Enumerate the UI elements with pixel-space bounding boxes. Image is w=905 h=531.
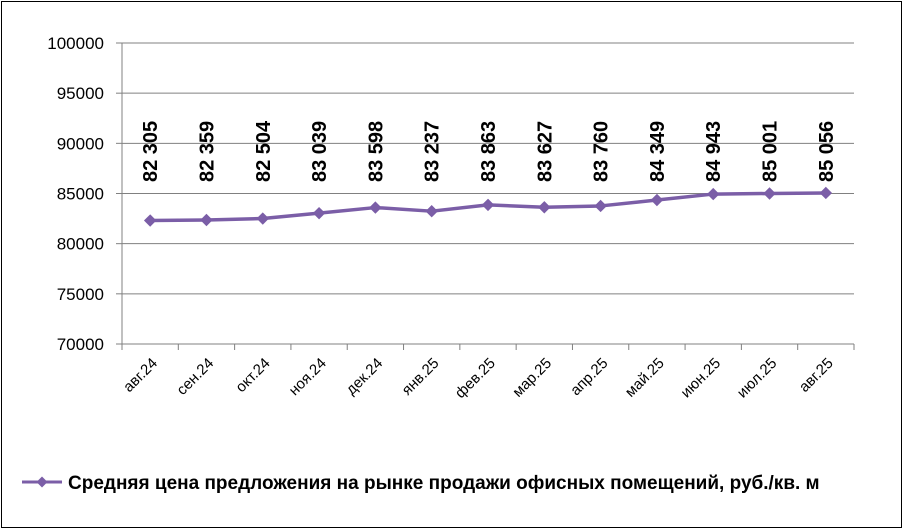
- data-label: 83 760: [591, 121, 613, 182]
- data-label: 83 039: [309, 121, 331, 182]
- data-point-marker: [650, 193, 664, 207]
- y-tick-label: 100000: [47, 34, 104, 53]
- y-tick-label: 95000: [57, 84, 104, 103]
- x-tick-label: май.25: [622, 355, 668, 401]
- data-point-marker: [312, 206, 326, 220]
- x-tick-label: янв.25: [399, 355, 443, 399]
- data-point-marker: [481, 198, 495, 212]
- data-label: 84 943: [703, 121, 725, 182]
- data-point-marker: [819, 186, 833, 200]
- x-tick-label: апр.25: [567, 355, 611, 399]
- x-tick-label: фев.25: [452, 355, 499, 402]
- y-tick-label: 90000: [57, 134, 104, 153]
- data-label: 82 504: [253, 120, 275, 182]
- series-line-group: [143, 186, 833, 227]
- data-point-marker: [256, 212, 269, 225]
- data-label: 82 305: [140, 121, 162, 182]
- data-point-marker: [200, 213, 213, 227]
- data-label: 83 627: [534, 121, 556, 182]
- legend-series-label: Средняя цена предложения на рынке продаж…: [68, 473, 820, 494]
- x-tick-label: окт.24: [232, 355, 273, 396]
- data-point-marker: [369, 201, 382, 214]
- y-tick-label: 75000: [57, 285, 104, 304]
- data-label: 85 056: [816, 121, 838, 182]
- data-label: 83 237: [422, 121, 444, 182]
- y-tick-labels: 70000 75000 80000 85000 90000 95000 100000: [47, 34, 104, 354]
- data-labels: 82 305 82 359 82 504 83 039 83 598 83 237 83 8…: [140, 120, 838, 182]
- x-tick-label: сен.24: [173, 355, 217, 399]
- y-tick-label: 70000: [57, 335, 104, 354]
- y-tick-label: 85000: [57, 185, 104, 204]
- data-point-marker: [763, 187, 776, 200]
- data-label: 83 598: [365, 121, 387, 182]
- x-tick-labels: авг.24 сен.24 окт.24 ноя.24 дек.24 янв.25 фев.…: [120, 355, 837, 402]
- data-point-marker: [707, 187, 720, 201]
- data-point-marker: [594, 199, 607, 213]
- x-tick-label: авг.24: [120, 355, 161, 396]
- x-tick-label: мар.25: [509, 355, 555, 401]
- legend-diamond-marker: [36, 476, 48, 488]
- data-label: 83 863: [478, 121, 500, 182]
- x-tick-label: ноя.24: [286, 355, 330, 399]
- legend: Средняя цена предложения на рынке продаж…: [22, 473, 820, 494]
- x-tick-label: авг.25: [796, 355, 837, 396]
- data-label: 84 349: [647, 121, 669, 182]
- data-label: 85 001: [760, 121, 782, 182]
- gridlines: [122, 42, 854, 295]
- x-tick-label: июл.25: [734, 355, 781, 402]
- data-point-marker: [143, 214, 157, 227]
- x-tick-label: дек.24: [343, 355, 386, 398]
- y-tick-label: 80000: [57, 235, 104, 254]
- data-point-marker: [425, 204, 438, 218]
- data-point-marker: [538, 201, 551, 214]
- axes: [116, 42, 855, 350]
- data-label: 82 359: [196, 121, 218, 182]
- x-tick-label: июн.25: [678, 355, 725, 402]
